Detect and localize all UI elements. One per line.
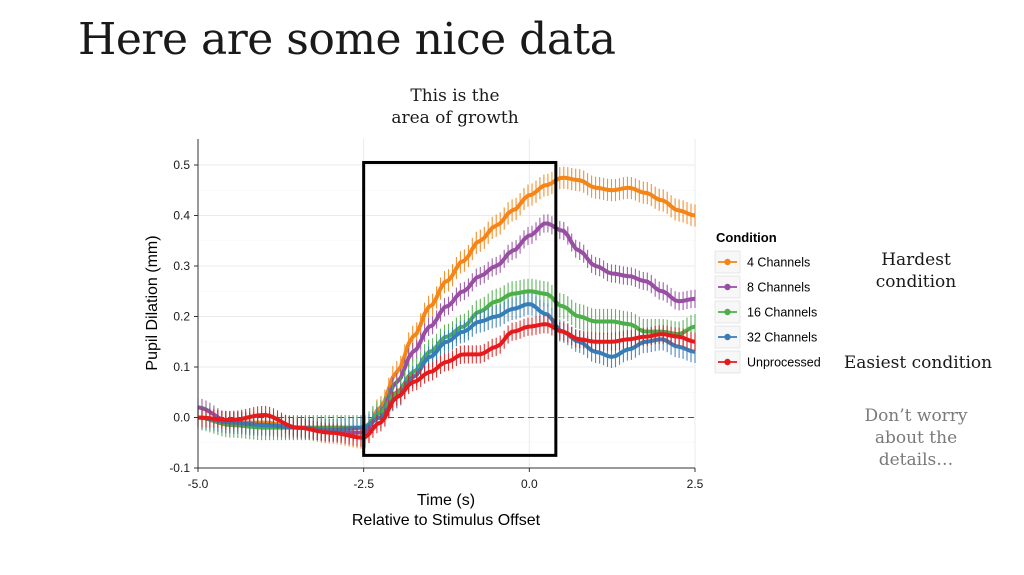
- hardest-annotation-line-1: Hardest: [881, 250, 951, 270]
- details-annotation-line-3: details…: [878, 450, 954, 470]
- y-tick-label: 0.5: [173, 158, 190, 172]
- y-tick-label: 0.3: [173, 259, 190, 273]
- y-axis-label: Pupil Dilation (mm): [144, 235, 161, 370]
- series-line: [197, 302, 696, 433]
- legend-title: Condition: [716, 230, 777, 245]
- series-line: [197, 322, 696, 440]
- series-unprocessed: [197, 315, 696, 447]
- easiest-condition-annotation: Easiest condition: [843, 353, 993, 373]
- legend-label: 16 Channels: [747, 306, 817, 320]
- y-tick-label: 0.0: [173, 411, 190, 425]
- legend-label: Unprocessed: [747, 356, 821, 370]
- legend: Condition 4 Channels 8 Channels 16 Channel…: [714, 230, 821, 374]
- x-axis-sublabel: Relative to Stimulus Offset: [352, 512, 541, 529]
- plot-panel: [198, 139, 695, 468]
- y-tick-label: -0.1: [169, 461, 190, 475]
- slide-title: Here are some nice data: [78, 14, 616, 65]
- legend-key-dot: [724, 308, 731, 316]
- details-annotation: Don’t worry about the details…: [850, 405, 982, 471]
- hardest-condition-annotation: Hardest condition: [852, 249, 980, 293]
- y-tick-label: 0.2: [173, 310, 190, 324]
- legend-key-dot: [724, 283, 731, 291]
- y-tick-label: 0.1: [173, 360, 190, 374]
- legend-label: 32 Channels: [747, 331, 817, 345]
- x-axis-label: Time (s): [417, 492, 475, 509]
- growth-highlight-box: [362, 160, 558, 457]
- x-tick-label: 0.0: [521, 477, 538, 491]
- hardest-annotation-line-2: condition: [875, 272, 957, 292]
- x-tick-label: 2.5: [687, 477, 704, 491]
- growth-area-annotation: This is the area of growth: [350, 85, 560, 129]
- legend-key-dot: [724, 258, 731, 266]
- series-layer: [197, 166, 696, 449]
- details-annotation-line-1: Don’t worry: [864, 406, 968, 426]
- axes: -0.1 0.0 0.1 0.2 0.3 0.4 0.5 -5.0 -2.5 0.0 2.5: [169, 139, 704, 491]
- legend-key-dot: [724, 358, 731, 366]
- x-tick-label: -5.0: [188, 477, 209, 491]
- legend-key-dot: [724, 333, 731, 341]
- growth-annotation-line-2: area of growth: [391, 108, 519, 128]
- growth-annotation-line-1: This is the: [410, 86, 500, 106]
- x-tick-label: -2.5: [353, 477, 374, 491]
- y-tick-label: 0.4: [173, 209, 190, 223]
- legend-label: 8 Channels: [747, 281, 810, 295]
- legend-label: 4 Channels: [747, 256, 810, 270]
- details-annotation-line-2: about the: [874, 428, 958, 448]
